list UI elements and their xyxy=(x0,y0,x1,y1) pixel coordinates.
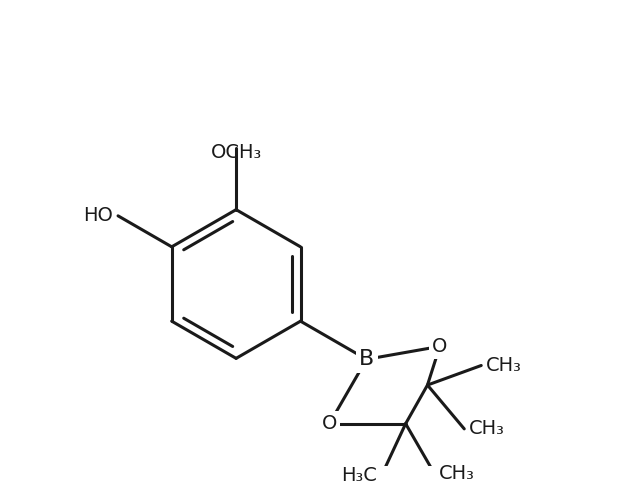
Text: OCH₃: OCH₃ xyxy=(211,143,262,162)
Text: CH₃: CH₃ xyxy=(439,464,475,483)
Text: CH₃: CH₃ xyxy=(486,356,522,375)
Text: HO: HO xyxy=(83,207,113,226)
Text: O: O xyxy=(432,337,447,356)
Text: B: B xyxy=(359,349,374,369)
Text: O: O xyxy=(322,414,337,433)
Text: CH₃: CH₃ xyxy=(469,419,505,438)
Text: H₃C: H₃C xyxy=(341,466,377,485)
